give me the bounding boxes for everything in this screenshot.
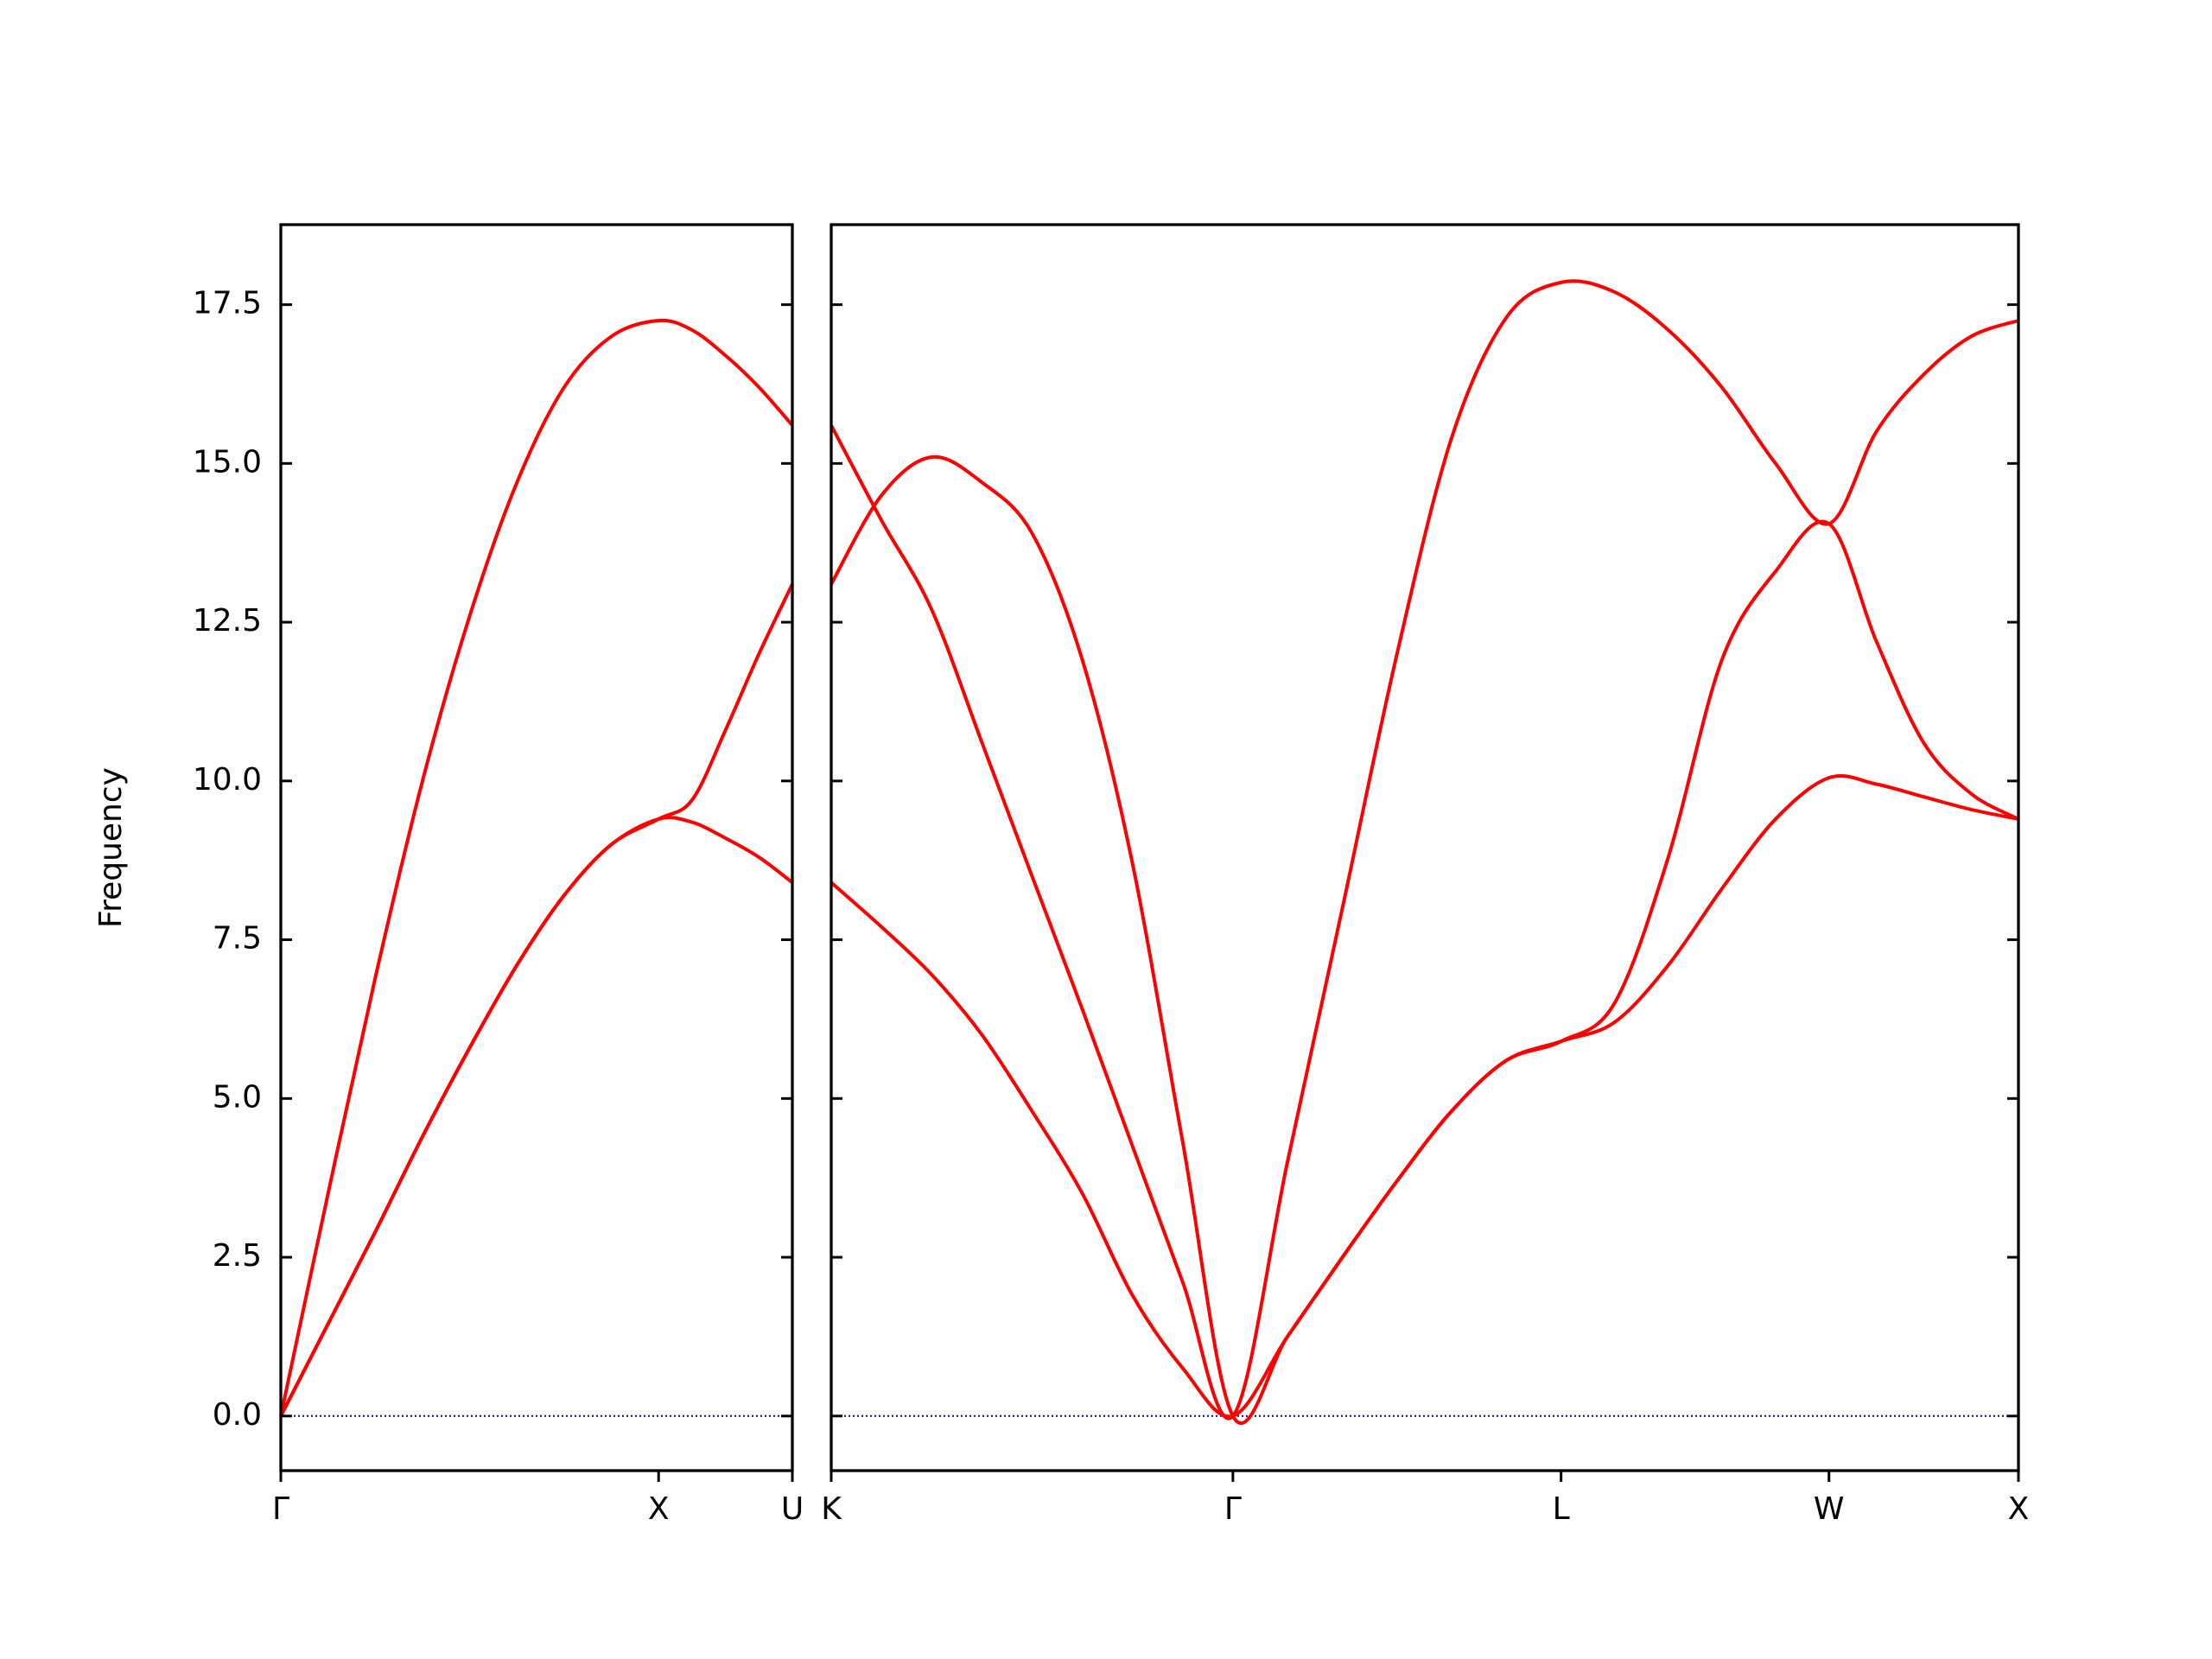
y-tick-label: 7.5 <box>213 921 262 957</box>
x-tick-label: K <box>821 1491 842 1527</box>
y-tick-label: 15.0 <box>193 444 262 480</box>
y-tick-label: 0.0 <box>213 1397 262 1433</box>
y-tick-label: 12.5 <box>193 603 262 639</box>
x-tick-label: X <box>648 1491 670 1527</box>
x-tick-label: Γ <box>1224 1491 1242 1527</box>
band-line <box>279 816 794 1417</box>
band-line <box>279 583 794 1417</box>
band-line <box>830 773 2019 1419</box>
plot-frame <box>830 223 2020 1472</box>
x-tick-label: Γ <box>272 1491 289 1527</box>
x-tick-label: U <box>781 1491 804 1527</box>
band-line <box>830 279 2019 1421</box>
band-line <box>830 454 2019 1426</box>
y-tick-label: 2.5 <box>213 1238 262 1274</box>
y-tick-label: 17.5 <box>193 286 262 321</box>
x-tick-label: W <box>1814 1491 1845 1527</box>
x-tick-label: L <box>1553 1491 1570 1527</box>
plot-frame <box>279 223 794 1472</box>
y-tick-label: 10.0 <box>193 762 262 798</box>
x-tick-label: X <box>2008 1491 2030 1527</box>
y-axis-label: Frequency <box>93 767 129 928</box>
band-line <box>279 318 794 1417</box>
y-tick-label: 5.0 <box>213 1079 262 1115</box>
